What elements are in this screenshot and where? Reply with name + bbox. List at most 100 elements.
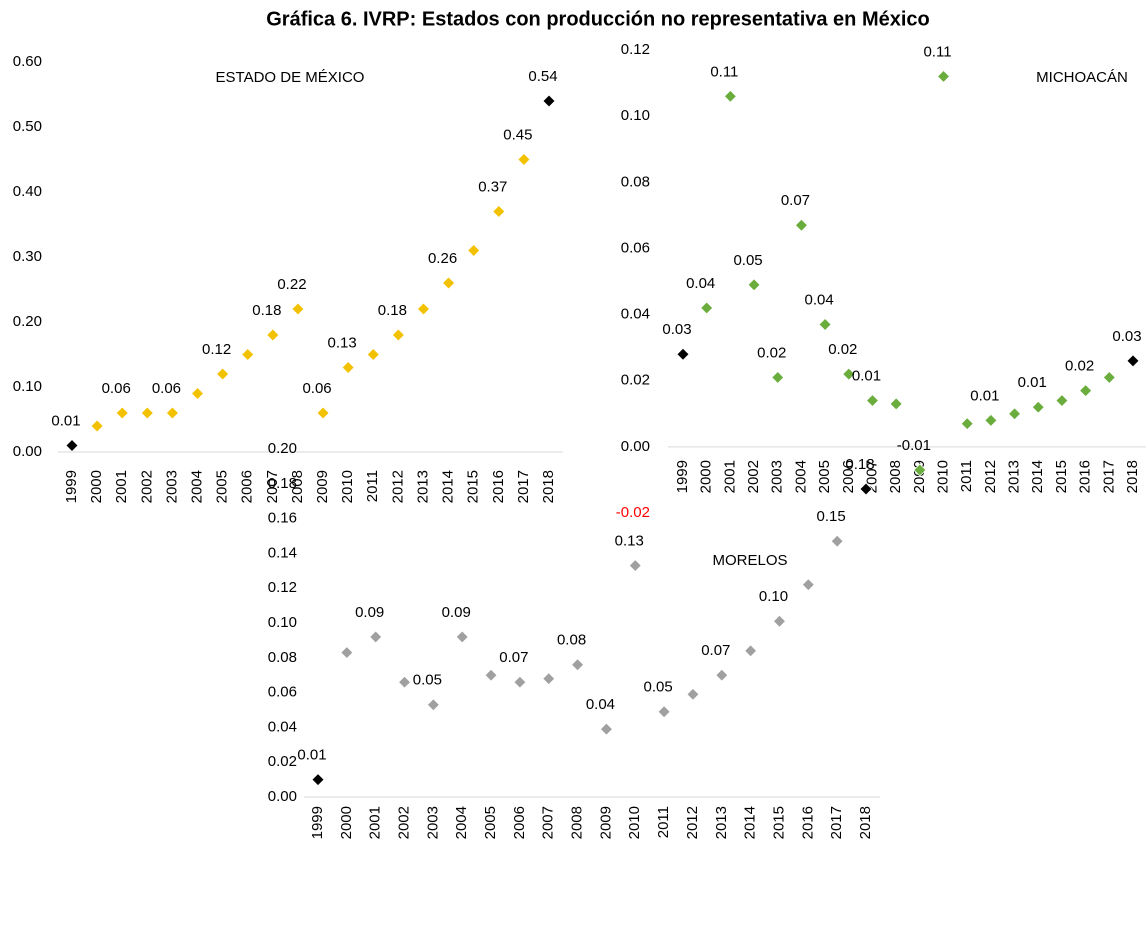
- data-point: [369, 630, 383, 644]
- y-tick-label: 0.02: [621, 372, 650, 389]
- data-point: [747, 278, 761, 292]
- x-tick-label: 1999: [674, 460, 691, 493]
- data-label: 0.01: [51, 412, 80, 429]
- data-label: 0.05: [644, 679, 673, 696]
- x-tick-label: 1999: [63, 470, 80, 503]
- x-tick-label: 1999: [309, 806, 326, 839]
- x-tick-label: 2018: [1124, 460, 1141, 493]
- data-point: [542, 94, 556, 108]
- y-tick-label: 0.40: [13, 183, 42, 200]
- x-tick-label: 2005: [816, 460, 833, 493]
- x-tick-label: 2011: [364, 470, 381, 502]
- data-label: 0.02: [757, 344, 786, 361]
- x-tick-label: 2000: [88, 470, 105, 503]
- y-tick-label: 0.16: [268, 510, 297, 527]
- y-tick-label: 0.14: [268, 544, 297, 561]
- x-tick-label: 2003: [163, 470, 180, 503]
- data-label: 0.05: [733, 252, 762, 269]
- x-tick-label: 2014: [1029, 460, 1046, 493]
- y-tick-label: 0.20: [268, 440, 297, 457]
- data-point: [484, 668, 498, 682]
- x-tick-label: 2014: [440, 470, 457, 503]
- data-label: 0.09: [442, 604, 471, 621]
- y-tick-label: 0.18: [268, 475, 297, 492]
- data-point: [715, 668, 729, 682]
- x-tick-label: 2008: [569, 806, 586, 839]
- data-point: [794, 218, 808, 232]
- data-point: [771, 370, 785, 384]
- data-point: [340, 646, 354, 660]
- x-tick-label: 2001: [367, 806, 384, 839]
- y-tick-label: 0.20: [13, 313, 42, 330]
- x-tick-label: 2010: [934, 460, 951, 493]
- y-tick-label: 0.60: [13, 53, 42, 70]
- data-point: [90, 419, 104, 433]
- x-tick-label: 2015: [1053, 460, 1070, 493]
- y-tick-label: 0.10: [268, 614, 297, 631]
- data-label: 0.13: [328, 334, 357, 351]
- x-tick-label: 2004: [453, 806, 470, 839]
- x-tick-label: 2006: [840, 460, 857, 493]
- data-label: 0.06: [302, 380, 331, 397]
- data-point: [599, 722, 613, 736]
- data-point: [140, 406, 154, 420]
- x-tick-label: 2015: [465, 470, 482, 503]
- annotation: ESTADO DE MÉXICO: [216, 69, 365, 86]
- data-point: [190, 386, 205, 401]
- x-tick-label: 2008: [887, 460, 904, 493]
- x-tick-label: 2009: [597, 806, 614, 839]
- data-point: [801, 578, 815, 592]
- data-label: 0.01: [852, 368, 881, 385]
- data-point: [700, 301, 714, 315]
- data-label: 0.07: [781, 192, 810, 209]
- data-point: [818, 317, 832, 332]
- x-tick-label: 2012: [389, 470, 406, 503]
- data-point: [341, 360, 355, 375]
- x-tick-label: 2003: [424, 806, 441, 839]
- data-label: 0.26: [428, 250, 457, 267]
- data-point: [115, 406, 129, 420]
- data-label: 0.04: [586, 696, 615, 713]
- data-point: [241, 347, 255, 362]
- x-tick-label: 2003: [769, 460, 786, 493]
- data-point: [513, 675, 527, 689]
- data-point: [391, 328, 405, 342]
- data-point: [426, 698, 440, 712]
- x-tick-label: 2013: [414, 470, 431, 503]
- y-tick-label: 0.04: [621, 306, 650, 323]
- data-point: [455, 630, 469, 644]
- data-point: [657, 705, 671, 719]
- data-label: 0.07: [701, 642, 730, 659]
- data-point: [842, 367, 856, 381]
- data-point: [65, 438, 79, 453]
- data-label: 0.01: [1018, 374, 1047, 391]
- data-label: 0.13: [615, 533, 644, 550]
- data-label: 0.04: [686, 275, 715, 292]
- data-label: 0.07: [499, 649, 528, 666]
- data-label: 0.06: [102, 380, 131, 397]
- x-tick-label: 2012: [982, 460, 999, 493]
- data-label: 0.11: [923, 43, 951, 60]
- x-tick-label: 2017: [1100, 460, 1117, 493]
- x-tick-label: 2004: [188, 470, 205, 503]
- data-point: [1102, 370, 1116, 384]
- x-tick-label: 2014: [742, 806, 759, 839]
- data-label: 0.03: [662, 321, 691, 338]
- data-point: [1079, 384, 1093, 398]
- data-point: [316, 406, 330, 420]
- data-point: [960, 417, 974, 431]
- y-tick-label: 0.06: [268, 684, 297, 701]
- data-label: 0.22: [277, 276, 306, 293]
- page-title: Gráfica 6. IVRP: Estados con producción …: [266, 8, 930, 30]
- data-label: 0.04: [805, 291, 834, 308]
- data-label: 0.06: [152, 380, 181, 397]
- data-point: [913, 463, 927, 477]
- data-label: 0.45: [503, 126, 532, 143]
- data-label: 0.01: [970, 387, 999, 404]
- x-tick-label: 2000: [698, 460, 715, 493]
- data-point: [1126, 354, 1140, 368]
- y-tick-label: 0.12: [268, 579, 297, 596]
- x-tick-label: 2017: [515, 470, 532, 503]
- data-label: 0.08: [557, 632, 586, 649]
- data-label: 0.18: [378, 302, 407, 319]
